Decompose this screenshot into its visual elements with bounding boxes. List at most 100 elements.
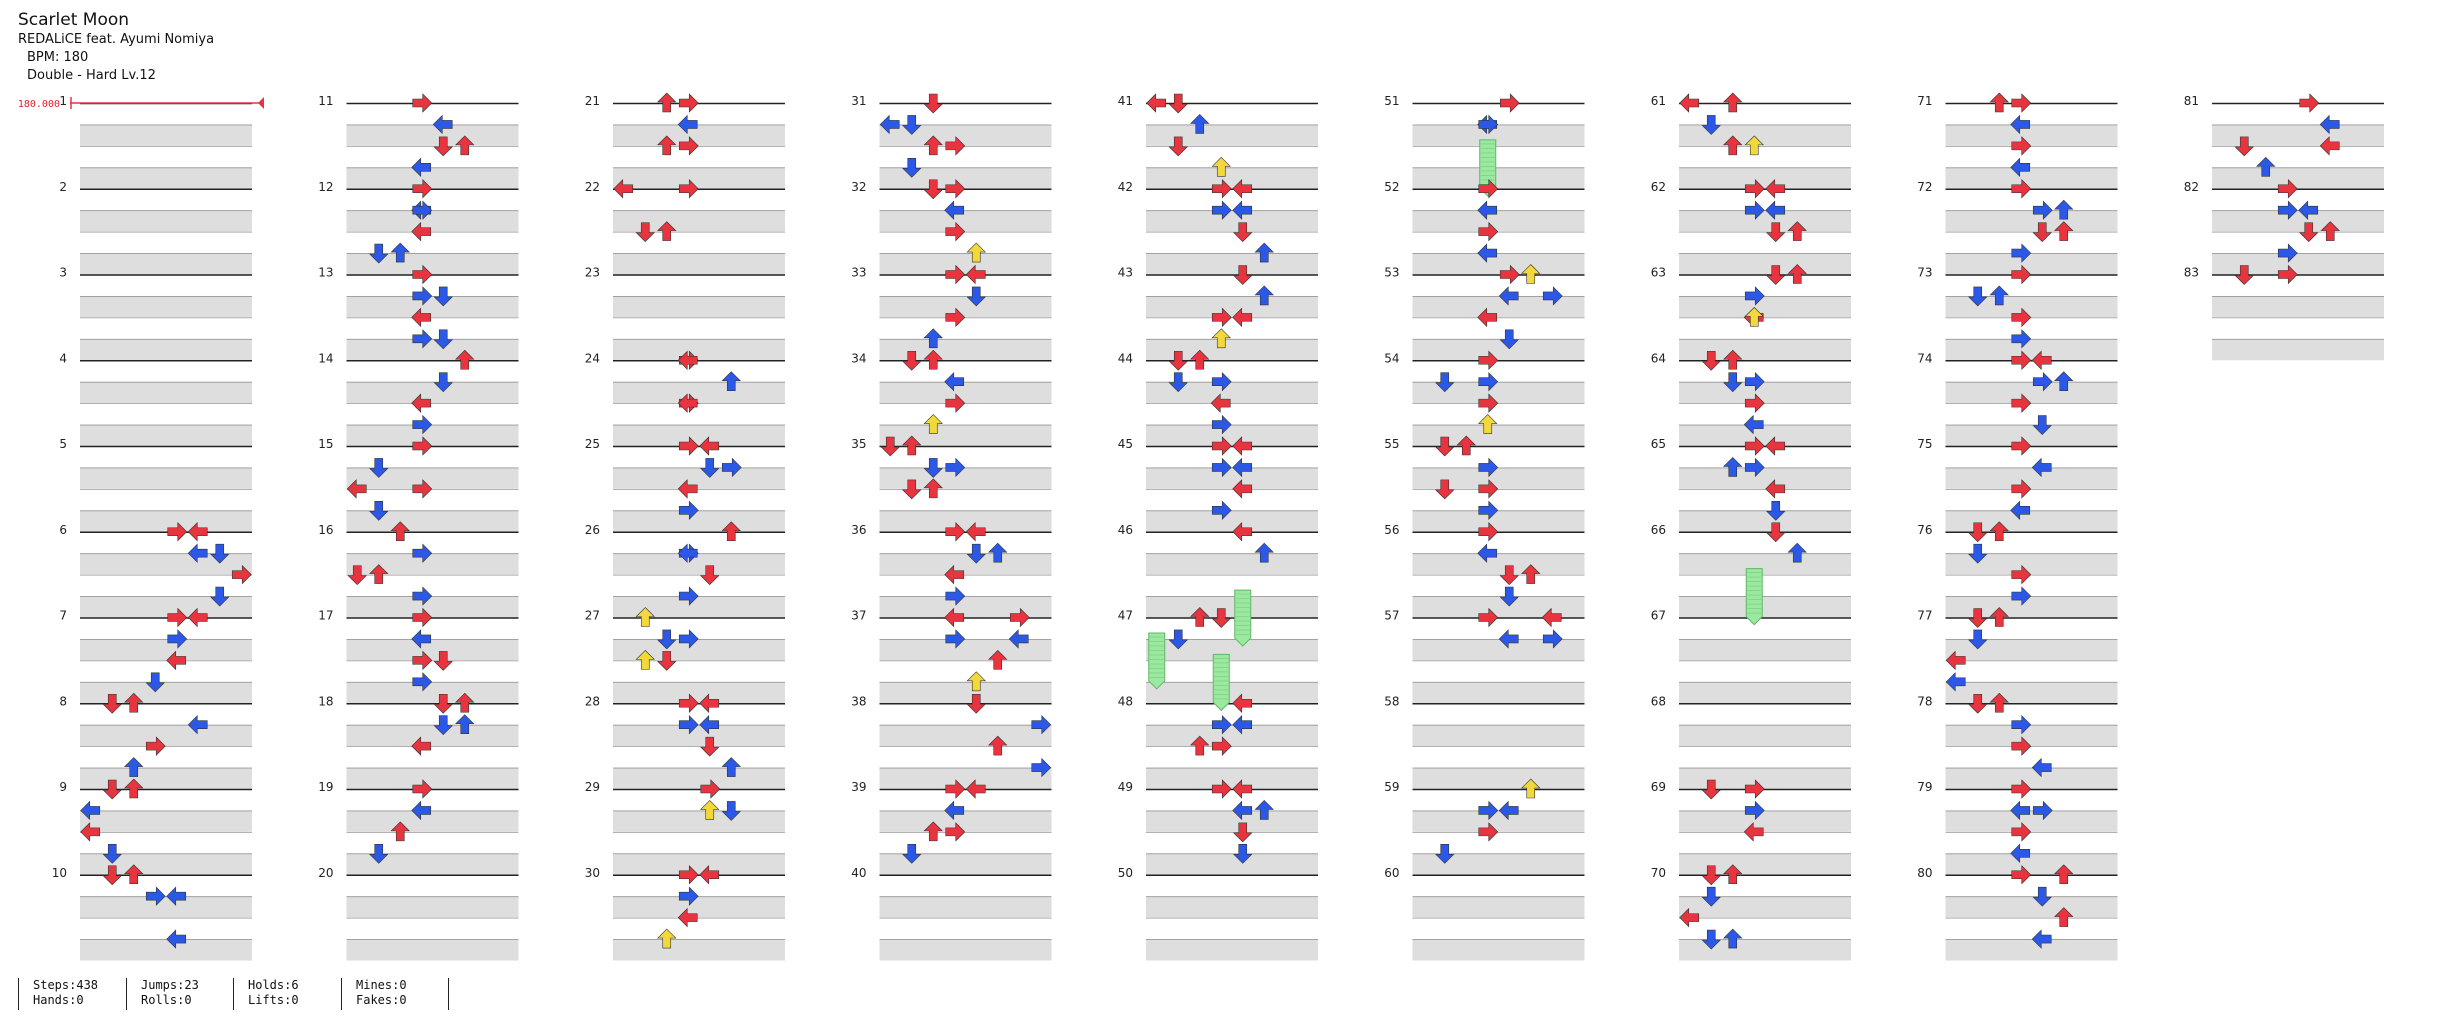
arrow-down-icon [1435,372,1455,393]
arrow-up-icon [2256,156,2276,177]
arrow-down-icon [1766,522,1786,543]
arrow-right-icon [945,221,966,242]
measure-71: 71 [1917,94,2118,189]
beat-shade [80,424,252,446]
arrow-left-icon [1945,650,1966,671]
arrow-down-icon [210,543,230,564]
measure-68: 68 [1651,694,1851,789]
arrow-up-icon [988,735,1008,756]
arrow-left-icon [1541,607,1562,628]
beat-shade [346,467,519,489]
beat-shade [1146,939,1318,961]
arrow-up-icon [1989,607,2009,627]
beat-shade [1679,681,1851,704]
beat-shade [1679,853,1851,875]
arrow-down-icon [2032,886,2052,907]
arrow-up-icon [966,671,986,692]
arrow-left-icon [411,221,432,242]
measure-46: 46 [1118,523,1318,618]
arrow-right-icon [2032,371,2053,392]
measure-number-50: 50 [1118,866,1133,880]
arrow-left-icon [411,800,432,821]
beat-shade [879,381,1052,404]
measure-21: 21 [585,94,785,189]
arrow-up-icon [966,242,986,263]
beat-shade [1412,596,1585,618]
arrow-left-icon [432,114,453,135]
arrow-left-icon [699,436,720,456]
arrow-right-icon [1478,221,1499,242]
arrow-right-icon [2011,586,2032,606]
arrow-right-icon [1478,479,1499,499]
beat-shade [1146,467,1318,489]
arrow-up-icon [1254,542,1274,563]
measure-82: 82 [2184,180,2384,275]
measure-10: 10 [52,866,252,961]
arrow-down-icon [966,286,986,307]
arrow-right-icon [2011,393,2032,413]
arrow-left-icon [1743,822,1764,842]
measure-27: 27 [585,609,785,704]
measure-number-28: 28 [585,694,600,708]
arrow-down-icon [1968,522,1988,543]
arrow-right-icon [1211,457,1232,478]
beat-shade [1945,467,2118,489]
arrow-left-icon [1232,479,1253,499]
arrow-left-icon [80,800,101,821]
beat-shade [1412,896,1585,918]
arrow-right-icon [2011,479,2032,499]
measure-number-60: 60 [1384,866,1399,880]
measure-number-79: 79 [1917,780,1932,794]
bpm-marker-label: 180.000 [18,99,60,110]
arrow-left-icon [1232,693,1253,713]
measure-79: 79 [1917,780,2118,875]
beat-shade [346,253,519,275]
measure-number-82: 82 [2184,180,2199,194]
beat-shade [1146,167,1318,189]
measure-number-63: 63 [1651,266,1666,280]
arrow-up-icon [1723,135,1743,156]
arrow-right-icon [1744,436,1765,456]
arrow-up-icon [124,778,144,799]
measure-number-55: 55 [1384,437,1399,451]
measure-number-71: 71 [1917,94,1932,108]
arrow-left-icon [1008,629,1029,649]
arrow-right-icon [167,607,188,628]
arrow-down-icon [1766,501,1786,521]
arrow-up-icon [124,864,144,885]
arrow-down-icon [1968,629,1988,650]
arrow-right-icon [2032,800,2053,821]
arrow-left-icon [944,607,965,628]
arrow-right-icon [2299,93,2320,113]
beat-shade [879,939,1052,961]
arrow-down-icon [1233,265,1253,285]
arrow-right-icon [945,822,966,842]
arrow-down-icon [1168,136,1188,157]
arrow-down-icon [1233,822,1253,843]
measure-16: 16 [318,523,519,618]
arrow-left-icon [166,929,187,949]
arrow-left-icon [965,522,986,542]
arrow-right-icon [1478,800,1499,821]
arrow-down-icon [1435,436,1455,457]
beat-shade [80,767,252,789]
arrow-left-icon [1477,543,1498,563]
arrow-right-icon [1499,93,1520,113]
beat-shade [1945,638,2118,661]
arrow-down-icon [1968,286,1988,307]
beat-shade [879,338,1052,361]
arrow-up-icon [1521,264,1541,284]
measure-number-49: 49 [1118,780,1133,794]
arrow-down-icon [700,565,720,586]
arrow-up-icon [923,478,943,499]
beat-shade [879,467,1052,489]
measure-19: 19 [318,780,519,875]
beat-shade [80,295,252,318]
measure-number-70: 70 [1651,866,1666,880]
beat-shade [1412,638,1585,661]
beat-shade [1679,596,1851,618]
hold-note [1234,589,1252,647]
measure-48: 48 [1118,694,1318,789]
arrow-right-icon [678,136,699,156]
arrow-left-icon [1477,243,1498,263]
